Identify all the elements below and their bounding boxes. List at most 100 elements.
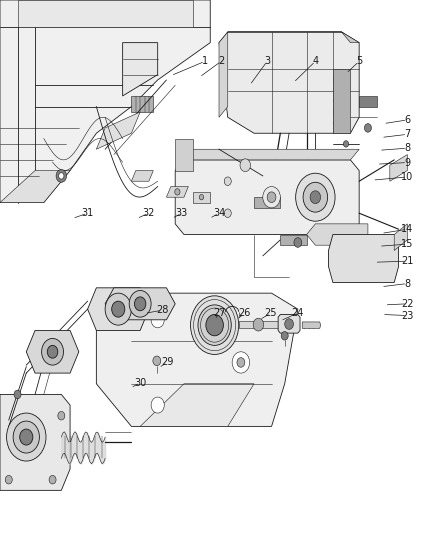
Circle shape [14,390,21,399]
Circle shape [5,475,12,484]
Polygon shape [219,32,359,133]
Circle shape [49,475,56,484]
Circle shape [112,301,125,317]
Circle shape [105,293,131,325]
Circle shape [267,192,276,203]
Text: 8: 8 [404,143,410,153]
Circle shape [153,356,161,366]
Circle shape [20,429,33,445]
Text: 28: 28 [156,305,168,315]
Circle shape [13,421,39,453]
Text: 29: 29 [161,358,173,367]
Polygon shape [298,197,324,208]
Circle shape [151,397,164,413]
Text: 1: 1 [202,56,208,66]
Circle shape [42,338,64,365]
Circle shape [253,318,264,331]
Circle shape [7,413,46,461]
Text: 15: 15 [401,239,413,249]
Polygon shape [18,0,193,27]
Circle shape [199,195,204,200]
Polygon shape [96,293,298,426]
Circle shape [129,290,151,317]
Circle shape [281,332,288,340]
Polygon shape [333,69,350,133]
Text: 4: 4 [312,56,318,66]
Circle shape [198,305,231,345]
Text: 32: 32 [143,208,155,218]
Polygon shape [175,160,359,235]
Text: 22: 22 [401,299,413,309]
Text: 3: 3 [264,56,270,66]
Text: 23: 23 [401,311,413,320]
Polygon shape [219,32,228,117]
Text: 31: 31 [81,208,94,218]
Polygon shape [0,171,70,203]
Polygon shape [390,155,407,181]
Polygon shape [254,197,280,208]
Circle shape [206,314,223,336]
Text: 2: 2 [218,56,224,66]
Text: 26: 26 [238,309,251,318]
Text: 9: 9 [404,158,410,167]
Polygon shape [184,149,359,160]
Polygon shape [280,235,307,245]
Polygon shape [239,321,289,328]
Circle shape [191,296,239,354]
Polygon shape [0,394,70,490]
Polygon shape [131,171,153,181]
Text: 24: 24 [291,309,303,318]
Circle shape [224,177,231,185]
Circle shape [343,141,349,147]
Circle shape [212,312,226,328]
Circle shape [294,238,302,247]
Polygon shape [140,384,254,426]
Polygon shape [359,96,377,107]
Polygon shape [175,139,193,171]
Circle shape [296,173,335,221]
Polygon shape [278,314,300,333]
Circle shape [285,319,293,329]
Circle shape [232,352,250,373]
Polygon shape [88,288,149,330]
Circle shape [240,159,251,172]
Polygon shape [166,187,188,197]
Polygon shape [26,330,79,373]
Circle shape [303,182,328,212]
Circle shape [364,124,371,132]
Polygon shape [302,322,321,328]
Circle shape [237,358,245,367]
Polygon shape [131,96,153,112]
Polygon shape [328,235,399,282]
Text: 7: 7 [404,130,410,139]
Polygon shape [228,32,359,43]
Circle shape [58,411,65,420]
Text: 34: 34 [213,208,225,218]
Circle shape [59,173,64,179]
Polygon shape [105,288,175,320]
Text: 14: 14 [401,224,413,234]
Text: 27: 27 [213,309,225,318]
Circle shape [175,189,180,195]
Text: 21: 21 [401,256,413,266]
Circle shape [224,209,231,217]
Circle shape [47,345,58,358]
Text: 10: 10 [401,172,413,182]
Circle shape [263,187,280,208]
Text: 8: 8 [404,279,410,288]
Polygon shape [307,224,368,245]
Circle shape [151,312,164,328]
Polygon shape [96,112,140,149]
Circle shape [310,191,321,204]
Polygon shape [0,0,210,203]
Polygon shape [193,192,210,203]
Polygon shape [394,224,407,251]
Text: 30: 30 [134,378,146,387]
Circle shape [134,297,146,311]
Circle shape [56,169,67,182]
Text: 5: 5 [356,56,362,66]
Text: 6: 6 [404,115,410,125]
Polygon shape [123,43,158,96]
Text: 25: 25 [265,309,277,318]
Text: 33: 33 [176,208,188,218]
